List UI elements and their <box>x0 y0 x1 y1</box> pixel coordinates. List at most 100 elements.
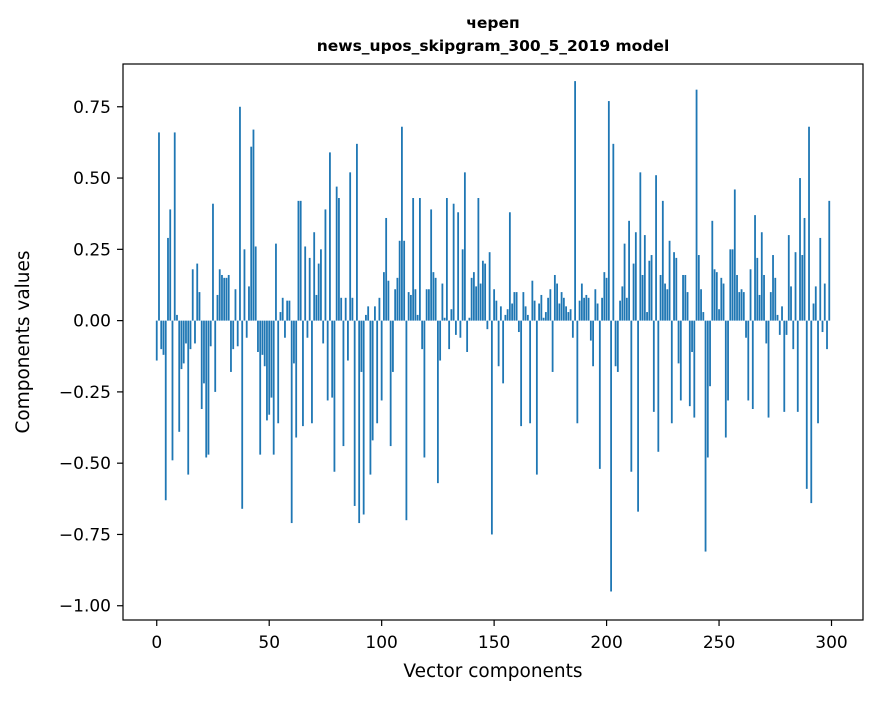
bar <box>540 294 543 321</box>
bar <box>553 274 556 321</box>
bar <box>223 277 226 321</box>
bar <box>558 303 561 321</box>
bar <box>475 286 478 321</box>
bar <box>675 257 678 321</box>
bar <box>704 320 707 552</box>
bar <box>657 320 660 452</box>
bar <box>200 320 203 410</box>
x-tick-label: 0 <box>151 633 162 653</box>
bar <box>290 320 293 524</box>
bar <box>538 303 541 321</box>
x-tick-label: 150 <box>478 633 510 653</box>
bar <box>700 289 702 321</box>
bar <box>182 320 185 364</box>
bar <box>715 272 718 321</box>
y-tick-label: 0.75 <box>73 98 111 118</box>
x-tick-label: 100 <box>365 633 397 653</box>
bar <box>261 320 264 355</box>
bar <box>398 240 401 321</box>
bar <box>623 243 626 321</box>
bar <box>790 286 792 321</box>
bar <box>506 309 509 321</box>
bar <box>769 292 772 321</box>
plot-frame <box>122 63 864 621</box>
bar <box>367 306 370 321</box>
bar <box>826 320 828 350</box>
bar <box>414 289 417 321</box>
bar <box>754 215 756 321</box>
bar <box>335 186 338 321</box>
bar <box>666 289 669 321</box>
bar <box>443 317 446 321</box>
bar <box>616 320 619 372</box>
bar <box>709 320 711 387</box>
bar <box>542 317 545 321</box>
bar <box>517 320 520 333</box>
bar <box>713 269 716 321</box>
bar <box>338 198 340 321</box>
bar <box>821 320 824 333</box>
bar <box>515 292 518 321</box>
bar <box>484 263 487 321</box>
bar <box>783 320 786 412</box>
bar <box>185 320 187 344</box>
bar <box>407 292 410 321</box>
bar <box>767 320 770 418</box>
bar <box>520 320 523 427</box>
bar <box>634 232 637 321</box>
bar <box>160 320 163 350</box>
bar <box>814 286 817 321</box>
bar <box>353 320 356 506</box>
bar <box>592 320 594 367</box>
y-axis: −1.00 −0.75 −0.50 −0.25 0.00 0.25 0.50 0.75 <box>59 98 123 617</box>
bar <box>311 320 313 424</box>
y-tick-label: 0.50 <box>73 169 111 189</box>
bar <box>191 269 194 321</box>
bar <box>736 274 738 321</box>
bar <box>819 237 822 321</box>
bar <box>459 320 462 338</box>
bar <box>668 240 671 321</box>
bar <box>457 212 460 321</box>
bar <box>374 306 376 321</box>
bar <box>796 320 799 412</box>
bar <box>216 294 219 321</box>
bar <box>758 294 761 321</box>
bar <box>302 320 304 427</box>
bar <box>760 232 763 321</box>
bar <box>416 314 419 321</box>
bar <box>288 300 291 321</box>
bar <box>250 146 253 321</box>
bar <box>470 277 473 321</box>
bar <box>641 274 644 321</box>
x-tick-label: 200 <box>590 633 622 653</box>
bar <box>621 286 624 321</box>
bar <box>270 320 273 398</box>
bar <box>522 292 525 321</box>
bar <box>722 283 725 321</box>
bar <box>628 220 630 321</box>
bar <box>549 289 552 321</box>
bar <box>778 320 781 335</box>
bar <box>155 320 158 361</box>
bar <box>504 314 507 321</box>
bar <box>169 209 172 321</box>
bar <box>241 320 244 509</box>
bar <box>781 306 783 321</box>
bar <box>745 320 747 338</box>
bar <box>740 289 743 321</box>
bar <box>585 294 588 321</box>
bar <box>724 320 727 438</box>
bar <box>225 277 228 321</box>
bar <box>275 243 277 321</box>
bar <box>299 200 302 321</box>
bar <box>747 320 750 401</box>
bar <box>650 255 653 321</box>
bar <box>535 320 538 475</box>
bar <box>481 260 484 321</box>
bar <box>463 172 466 321</box>
bar <box>749 269 752 321</box>
bar <box>619 300 621 321</box>
bar <box>410 294 412 321</box>
bar <box>738 292 741 321</box>
